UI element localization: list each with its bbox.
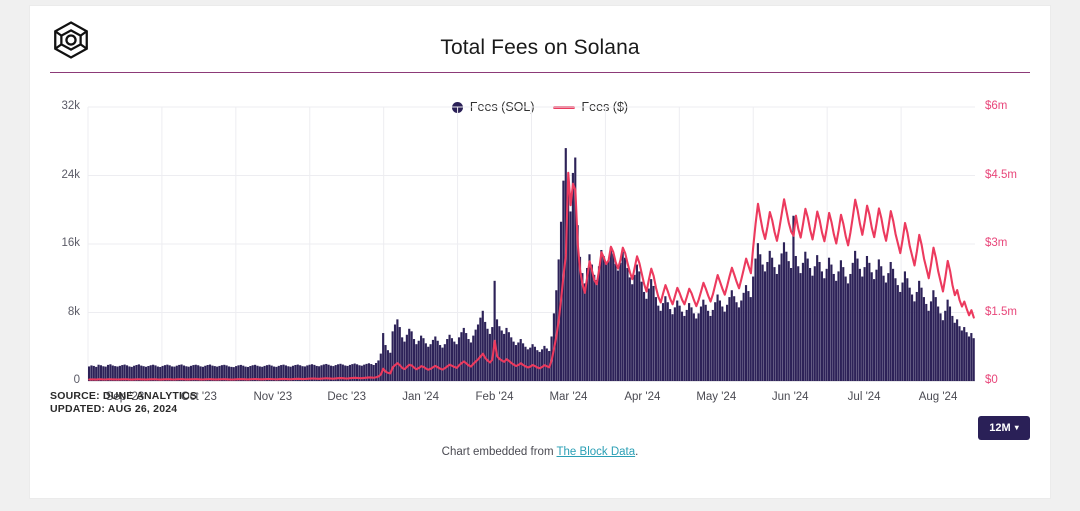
updated-line: UPDATED: AUG 26, 2024 — [50, 403, 178, 415]
source-line: SOURCE: DUNE ANALYTICS — [50, 390, 198, 402]
y-axis-left-tick: 32k — [61, 100, 80, 112]
x-axis-tick: Apr '24 — [624, 391, 661, 403]
x-axis-tick: Nov '23 — [253, 391, 293, 403]
axis-layer: 0 8k 16k 24k 32k $0 $1.5m $3m $4.5m $6m Sep '23 Oct… — [30, 6, 1050, 498]
x-axis-tick: May '24 — [696, 391, 737, 403]
y-axis-right-tick: $0 — [985, 374, 998, 386]
chevron-down-icon: ▾ — [1014, 423, 1019, 432]
embed-note: Chart embedded from The Block Data. — [30, 446, 1050, 458]
y-axis-right-tick: $6m — [985, 100, 1008, 112]
embed-prefix: Chart embedded from — [441, 446, 557, 458]
x-axis-tick: Dec '23 — [327, 391, 367, 403]
x-axis-tick: Mar '24 — [549, 391, 588, 403]
page-title: Total Fees on Solana — [440, 36, 640, 59]
chart-header: Total Fees on Solana — [30, 6, 1050, 73]
y-axis-right-tick: $4.5m — [985, 168, 1017, 181]
y-axis-left-tick: 16k — [61, 237, 80, 249]
x-axis-tick: Sep '23 — [105, 391, 145, 403]
x-axis-tick: Jul '24 — [847, 391, 881, 403]
y-axis-right-tick: $3m — [985, 237, 1008, 249]
x-axis-tick: Feb '24 — [475, 391, 514, 403]
y-axis-right-tick: $1.5m — [985, 305, 1017, 318]
x-axis-tick: Jan '24 — [402, 391, 439, 403]
range-label: 12M — [989, 422, 1011, 434]
x-axis-tick: Aug '24 — [918, 391, 958, 403]
y-axis-left-tick: 0 — [73, 374, 80, 386]
source-info: SOURCE: DUNE ANALYTICS UPDATED: AUG 26, … — [50, 390, 197, 416]
hexagon-cube-logo-icon — [50, 19, 92, 61]
y-axis-left-tick: 8k — [67, 305, 80, 318]
header-divider — [50, 72, 1030, 73]
time-range-selector[interactable]: 12M ▾ — [978, 416, 1030, 440]
chart-card: Total Fees on Solana Fees (SOL) Fees ($)… — [30, 6, 1050, 498]
the-block-data-link[interactable]: The Block Data — [556, 446, 636, 458]
y-axis-left-tick: 24k — [61, 168, 80, 181]
x-axis-tick: Oct '23 — [180, 391, 217, 403]
x-axis-tick: Jun '24 — [771, 391, 809, 403]
embed-suffix: . — [635, 446, 639, 458]
